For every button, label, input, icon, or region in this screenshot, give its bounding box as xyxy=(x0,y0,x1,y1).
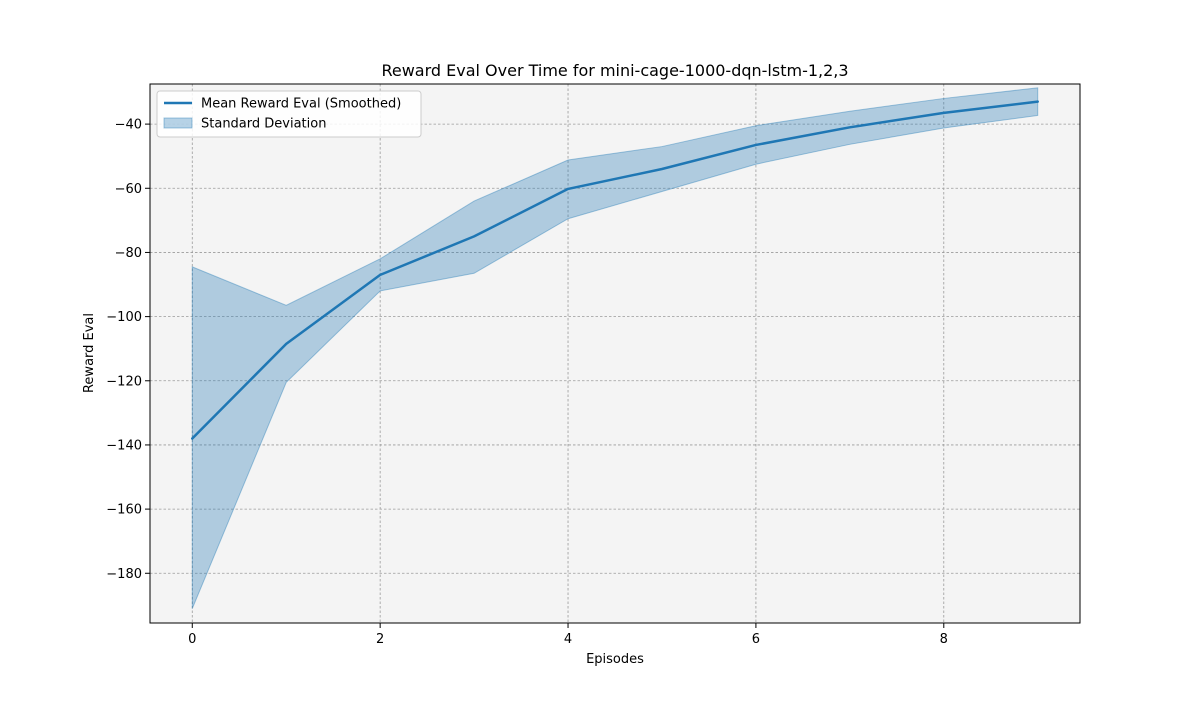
legend-label-mean: Mean Reward Eval (Smoothed) xyxy=(201,97,401,112)
mean-reward-line xyxy=(191,100,1039,440)
std-deviation-band xyxy=(191,87,1039,609)
y-tick-label: −100 xyxy=(106,310,142,325)
std-band-layer xyxy=(191,87,1039,609)
x-tick-label: 0 xyxy=(188,632,196,647)
y-tick-label: −160 xyxy=(106,503,142,518)
x-tick-label: 4 xyxy=(564,632,572,647)
y-tick-label: −60 xyxy=(115,182,142,197)
plot-frame xyxy=(149,83,1081,624)
mean-line-layer xyxy=(191,100,1039,440)
x-tick-label: 6 xyxy=(752,632,760,647)
legend-box xyxy=(156,90,422,138)
x-axis-ticks: 0 2 4 6 8 xyxy=(188,623,948,647)
y-tick-label: −140 xyxy=(106,438,142,453)
y-tick-label: −40 xyxy=(115,118,142,133)
x-tick-label: 2 xyxy=(376,632,384,647)
y-axis-ticks: −180 −160 −140 −120 −100 −80 −60 −40 xyxy=(106,118,150,582)
chart-title: Reward Eval Over Time for mini-cage-1000… xyxy=(381,61,848,80)
y-axis-label: Reward Eval xyxy=(82,313,97,393)
x-tick-label: 8 xyxy=(940,632,948,647)
legend: Mean Reward Eval (Smoothed) Standard Dev… xyxy=(156,90,422,138)
y-tick-label: −120 xyxy=(106,374,142,389)
y-tick-label: −180 xyxy=(106,567,142,582)
legend-band-swatch xyxy=(163,117,193,129)
plot-area xyxy=(150,84,1080,623)
legend-label-std: Standard Deviation xyxy=(201,117,326,132)
y-tick-label: −80 xyxy=(115,246,142,261)
x-axis-label: Episodes xyxy=(586,652,644,667)
